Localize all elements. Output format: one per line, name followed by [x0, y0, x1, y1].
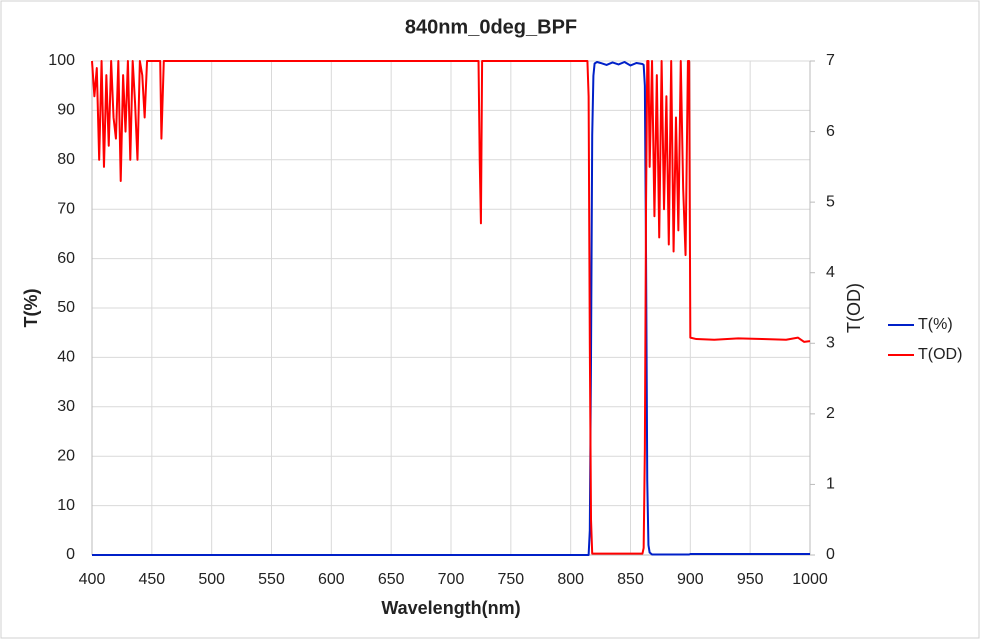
y2-tick-label: 6 — [826, 123, 835, 140]
legend-label: T(%) — [918, 316, 953, 333]
x-tick-label: 950 — [737, 571, 764, 588]
y2-tick-label: 4 — [826, 264, 835, 281]
y-tick-label: 70 — [57, 200, 75, 217]
y2-tick-label: 7 — [826, 52, 835, 69]
y-tick-label: 20 — [57, 447, 75, 464]
x-tick-label: 500 — [198, 571, 225, 588]
x-tick-label: 600 — [318, 571, 345, 588]
x-tick-label: 1000 — [792, 571, 828, 588]
y-tick-label: 100 — [48, 52, 75, 69]
x-tick-label: 400 — [79, 571, 106, 588]
y-tick-label: 50 — [57, 299, 75, 316]
data-line — [91, 60, 811, 555]
x-tick-label: 900 — [677, 571, 704, 588]
y-tick-label: 10 — [57, 497, 75, 514]
x-tick-label: 800 — [557, 571, 584, 588]
y-tick-label: 60 — [57, 250, 75, 267]
x-tick-label: 550 — [258, 571, 285, 588]
y2-tick-label: 5 — [826, 193, 835, 210]
y2-tick-label: 3 — [826, 335, 835, 352]
x-tick-label: 450 — [138, 571, 165, 588]
legend-label: T(OD) — [918, 346, 962, 363]
y-tick-label: 0 — [66, 546, 75, 563]
x-tick-label: 750 — [497, 571, 524, 588]
y-tick-label: 40 — [57, 349, 75, 366]
x-axis-label: Wavelength(nm) — [381, 598, 520, 618]
x-tick-label: 650 — [378, 571, 405, 588]
y2-tick-label: 0 — [826, 546, 835, 563]
y-tick-label: 80 — [57, 151, 75, 168]
y-tick-label: 30 — [57, 398, 75, 415]
y2-tick-label: 1 — [826, 476, 835, 493]
x-tick-label: 700 — [438, 571, 465, 588]
y-axis-label: T(%) — [21, 289, 41, 328]
x-tick-label: 850 — [617, 571, 644, 588]
y2-axis-label: T(OD) — [844, 283, 864, 333]
chart-title: 840nm_0deg_BPF — [405, 16, 577, 38]
y2-tick-label: 2 — [826, 405, 835, 422]
data-line — [92, 60, 810, 556]
y-tick-label: 90 — [57, 102, 75, 119]
